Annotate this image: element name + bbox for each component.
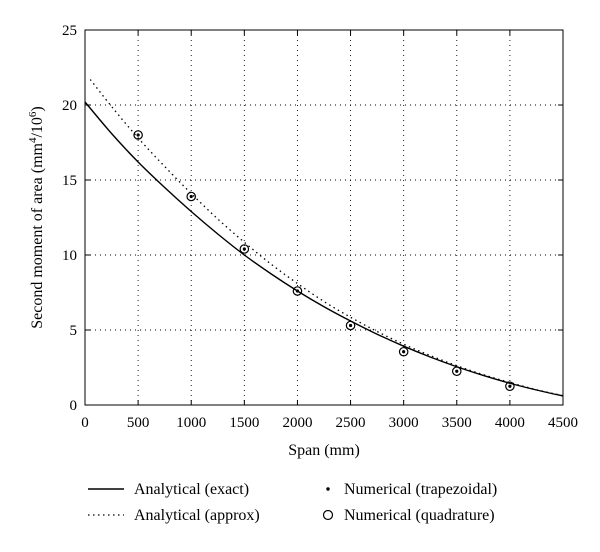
- point-quadrature: [292, 286, 303, 296]
- series-dot: [136, 133, 512, 388]
- tick-labels: 0 500 1000 1500 2000 2500 3000 3500 4000 4500 0 5 10…: [62, 23, 578, 431]
- y-tick-label: 20: [62, 98, 77, 114]
- point-trapezoidal: [242, 247, 246, 251]
- x-tick-label: 0: [81, 415, 89, 431]
- x-tick-label: 1000: [176, 415, 206, 431]
- series-dotted-line: [89, 79, 564, 397]
- ticks: [84, 29, 564, 406]
- y-axis-label-end: ): [29, 106, 46, 111]
- y-tick-label: 10: [62, 248, 77, 264]
- y-axis-label-sup1: 4: [27, 137, 39, 143]
- series-layer: [84, 79, 564, 397]
- series-solid-line: [84, 101, 564, 397]
- series-circle: [133, 130, 515, 392]
- x-tick-label: 2000: [282, 415, 312, 431]
- point-trapezoidal: [189, 194, 193, 199]
- point-quadrature: [398, 346, 409, 357]
- grid: [85, 30, 563, 405]
- point-trapezoidal: [508, 384, 512, 388]
- x-tick-label: 1500: [229, 415, 259, 431]
- legend-item: Numerical (trapezoidal): [326, 481, 497, 498]
- point-trapezoidal: [295, 289, 300, 293]
- y-tick-label: 0: [70, 398, 78, 414]
- point-quadrature: [239, 244, 250, 254]
- legend-item: Analytical (approx): [88, 507, 260, 524]
- point-trapezoidal: [402, 350, 406, 354]
- legend-swatch-dot: [326, 487, 330, 491]
- legend-swatch-circle: [322, 509, 334, 521]
- y-axis-label: Second moment of area (mm4/106): [27, 106, 46, 329]
- x-axis-label: Span (mm): [288, 442, 360, 459]
- x-tick-label: 500: [127, 415, 150, 431]
- legend-label: Analytical (exact): [134, 481, 249, 498]
- x-tick-label: 3500: [442, 415, 472, 431]
- x-tick-label: 3000: [389, 415, 419, 431]
- legend-label: Analytical (approx): [134, 507, 260, 524]
- point-quadrature: [451, 366, 462, 377]
- y-tick-label: 25: [62, 23, 77, 39]
- y-tick-label: 15: [62, 173, 77, 189]
- line-analytical-approx: [89, 79, 564, 397]
- plot-frame: [84, 29, 564, 406]
- y-axis-label-mid: /10: [29, 117, 46, 137]
- x-tick-label: 4500: [548, 415, 578, 431]
- y-axis-label-sup2: 6: [27, 111, 39, 117]
- point-trapezoidal: [455, 369, 459, 373]
- legend-item: Numerical (quadrature): [322, 507, 495, 524]
- line-analytical-exact: [84, 101, 564, 397]
- legend-label: Numerical (quadrature): [344, 507, 495, 524]
- point-quadrature: [186, 191, 197, 202]
- x-tick-label: 2500: [336, 415, 366, 431]
- legend-item: Analytical (exact): [88, 481, 249, 498]
- point-trapezoidal: [348, 323, 353, 328]
- point-quadrature: [133, 130, 143, 140]
- y-tick-label: 5: [70, 323, 78, 339]
- point-quadrature: [345, 320, 356, 331]
- point-trapezoidal: [136, 133, 140, 137]
- point-quadrature: [505, 381, 515, 392]
- legend-label: Numerical (trapezoidal): [344, 481, 497, 498]
- x-tick-label: 4000: [495, 415, 525, 431]
- y-axis-label-base: Second moment of area (mm: [29, 142, 46, 328]
- legend: Analytical (exact) Analytical (approx) Num…: [88, 481, 497, 524]
